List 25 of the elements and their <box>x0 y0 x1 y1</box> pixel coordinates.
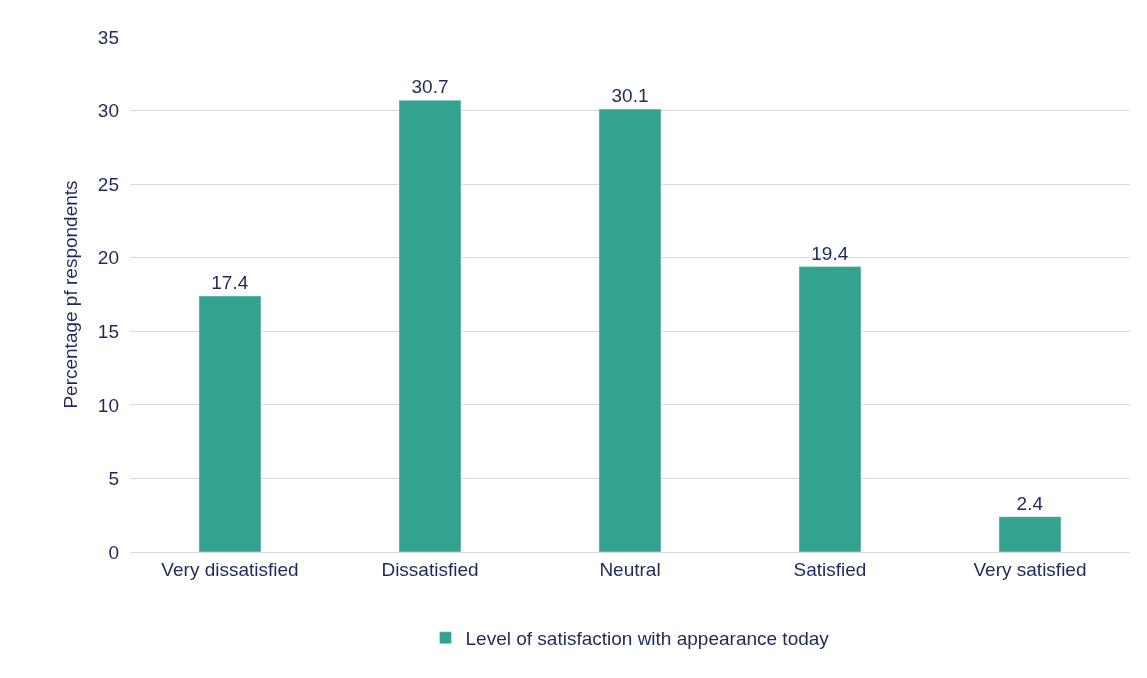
bar <box>198 295 262 552</box>
data-label: 30.7 <box>411 76 449 98</box>
y-tick-label: 5 <box>108 468 119 490</box>
x-tick-label: Satisfied <box>793 558 867 580</box>
x-tick-label: Dissatisfied <box>381 558 479 580</box>
y-tick-label: 10 <box>97 394 119 416</box>
data-label: 17.4 <box>211 271 249 293</box>
y-tick-label: 20 <box>97 247 119 269</box>
y-tick-label: 15 <box>97 320 119 342</box>
bar <box>598 108 662 552</box>
x-tick-label: Neutral <box>599 558 661 580</box>
x-tick-label: Very dissatisfied <box>161 558 299 580</box>
y-tick-label: 35 <box>97 26 119 48</box>
data-label: 2.4 <box>1016 492 1044 514</box>
x-tick-label: Very satisfied <box>973 558 1087 580</box>
bar <box>398 100 462 552</box>
data-label: 19.4 <box>811 242 849 264</box>
legend-label: Level of satisfaction with appearance today <box>465 628 830 650</box>
y-tick-label: 25 <box>97 173 119 195</box>
bar <box>998 516 1062 552</box>
y-tick-label: 0 <box>108 541 119 563</box>
y-tick-label: 30 <box>97 100 119 122</box>
data-label: 30.1 <box>611 85 649 107</box>
bar <box>798 266 862 552</box>
y-axis-title: Percentage pf respondents <box>59 180 81 409</box>
